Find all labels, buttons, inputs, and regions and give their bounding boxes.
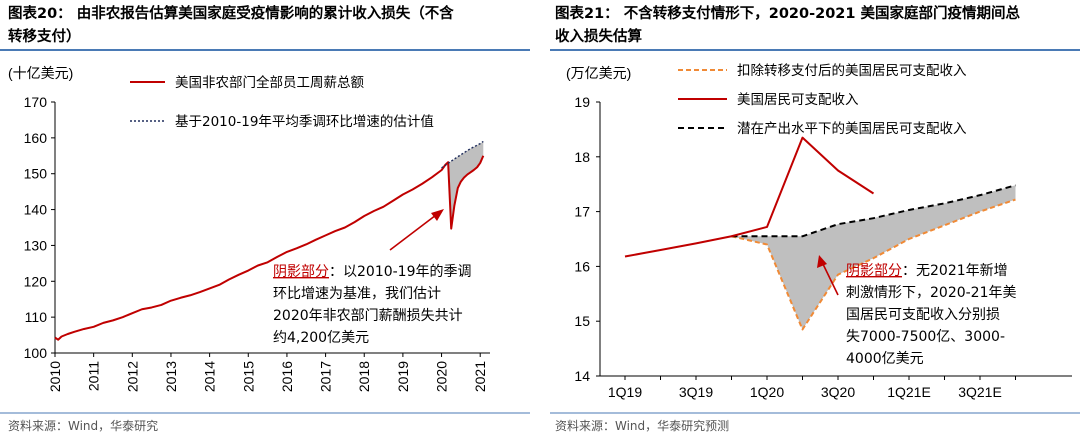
left-annotation-line3: 2020年非农部门薪酬损失共计	[273, 308, 463, 324]
right-y-tick-label: 17	[574, 204, 590, 220]
left-y-tick-label: 140	[24, 202, 48, 218]
right-x-tick-label: 1Q20	[750, 384, 784, 400]
left-annotation-arrowhead	[431, 209, 444, 221]
left-x-tick-label: 2019	[395, 361, 411, 392]
left-annotation-line1-rest: ：以2010-19年的季调	[329, 264, 472, 280]
left-x-tick-label: 2013	[163, 361, 179, 392]
left-x-tick-label: 2018	[356, 361, 372, 392]
right-y-tick-label: 18	[574, 149, 590, 165]
right-y-tick-label: 19	[574, 94, 590, 110]
right-legend-label-potential: 潜在产出水平下的美国居民可支配收入	[737, 121, 967, 137]
right-annotation-arrow	[821, 261, 839, 296]
left-x-ticks: 2010 2011 2012 2013 2014 2015 2016 2017 2018 2019…	[47, 353, 488, 392]
right-annotation-line1: 阴影部分：无2021年新增	[846, 263, 1008, 279]
right-panel: 图表21： 不含转移支付情形下，2020-2021 美国家庭部门疫情期间总 收入…	[550, 4, 1080, 433]
right-annotation-line5: 4000亿美元	[846, 351, 924, 367]
right-x-tick-label: 3Q20	[821, 384, 855, 400]
left-legend-label-trend: 基于2010-19年平均季调环比增速的估计值	[175, 113, 434, 130]
left-unit-label: (十亿美元)	[8, 65, 73, 81]
right-x-tick-label: 1Q21E	[887, 384, 931, 400]
left-loss-area-shape	[441, 141, 484, 229]
right-y-ticks: 14 15 16 17 18 19	[574, 94, 600, 384]
left-x-tick-label: 2016	[279, 361, 295, 392]
left-y-tick-label: 100	[24, 345, 48, 361]
right-x-tick-label: 3Q19	[679, 384, 713, 400]
right-title-line1: 图表21： 不含转移支付情形下，2020-2021 美国家庭部门疫情期间总	[555, 4, 1021, 22]
right-annotation-line4: 失7000-7500亿、3000-	[846, 329, 1005, 345]
left-x-tick-label: 2010	[47, 361, 63, 392]
right-legend-label-disposable: 美国居民可支配收入	[737, 92, 859, 108]
right-annotation-line2: 刺激情形下，2020-21年美	[846, 284, 1017, 301]
left-x-tick-label: 2012	[124, 361, 140, 392]
right-x-ticks: 1Q19 3Q19 1Q20 3Q20 1Q21E 3Q21E	[608, 376, 1016, 400]
left-series-trend-line	[441, 140, 484, 169]
right-title-line2: 收入损失估算	[555, 27, 642, 45]
left-shaded-loss-area	[441, 141, 484, 229]
left-title-line2: 转移支付）	[8, 27, 81, 45]
left-series-payroll-line	[54, 155, 485, 341]
left-legend-label-payroll: 美国非农部门全部员工周薪总额	[175, 74, 364, 91]
right-series-disposable-line	[624, 136, 875, 258]
right-y-tick-label: 16	[574, 258, 590, 274]
left-x-tick-label: 2011	[86, 361, 102, 391]
left-annotation-line2: 环比增速为基准，我们估计	[273, 285, 441, 302]
left-x-tick-label: 2015	[240, 361, 256, 392]
left-annotation-line1: 阴影部分：以2010-19年的季调	[273, 264, 472, 280]
right-annotation-arrowhead	[817, 255, 827, 268]
left-y-tick-label: 170	[24, 94, 48, 110]
right-annotation-line3: 国居民可支配收入分别损	[846, 307, 1000, 323]
left-y-ticks: 100 110 120 130 140 150 160 170	[24, 94, 55, 361]
right-y-tick-label: 14	[574, 368, 590, 384]
left-panel: 图表20： 由非农报告估算美国家庭受疫情影响的累计收入损失（不含 转移支付） (…	[0, 4, 530, 433]
left-y-tick-label: 120	[24, 273, 48, 289]
left-x-tick-label: 2017	[318, 361, 334, 392]
right-y-tick-label: 15	[574, 313, 590, 329]
left-x-tick-label: 2014	[202, 361, 218, 392]
right-series-ex-transfer-line	[731, 198, 1016, 331]
right-x-tick-label: 1Q19	[608, 384, 642, 400]
left-series-group	[54, 140, 485, 341]
left-source: 资料来源：Wind，华泰研究	[8, 418, 158, 433]
left-y-tick-label: 110	[25, 309, 48, 325]
left-annotation-line4: 约4,200亿美元	[273, 330, 369, 346]
right-source: 资料来源：Wind，华泰研究预测	[555, 418, 729, 433]
left-y-tick-label: 150	[24, 166, 48, 182]
right-annotation-line1-rest: ：无2021年新增	[902, 263, 1008, 279]
right-legend-label-ex-transfer: 扣除转移支付后的美国居民可支配收入	[737, 63, 967, 79]
right-series-potential-line	[731, 184, 1016, 238]
right-x-tick-label: 3Q21E	[958, 384, 1002, 400]
left-y-tick-label: 130	[24, 237, 48, 253]
left-annotation-arrow	[389, 211, 441, 251]
left-x-tick-label: 2020	[434, 361, 450, 392]
right-series-group	[624, 136, 1016, 331]
left-title-line1: 图表20： 由非农报告估算美国家庭受疫情影响的累计收入损失（不含	[8, 4, 454, 22]
left-y-tick-label: 160	[24, 130, 48, 146]
right-unit-label: (万亿美元)	[566, 65, 631, 81]
right-annotation-highlight: 阴影部分	[846, 263, 902, 279]
left-x-tick-label: 2021	[472, 361, 488, 392]
left-annotation-highlight: 阴影部分	[273, 264, 329, 280]
